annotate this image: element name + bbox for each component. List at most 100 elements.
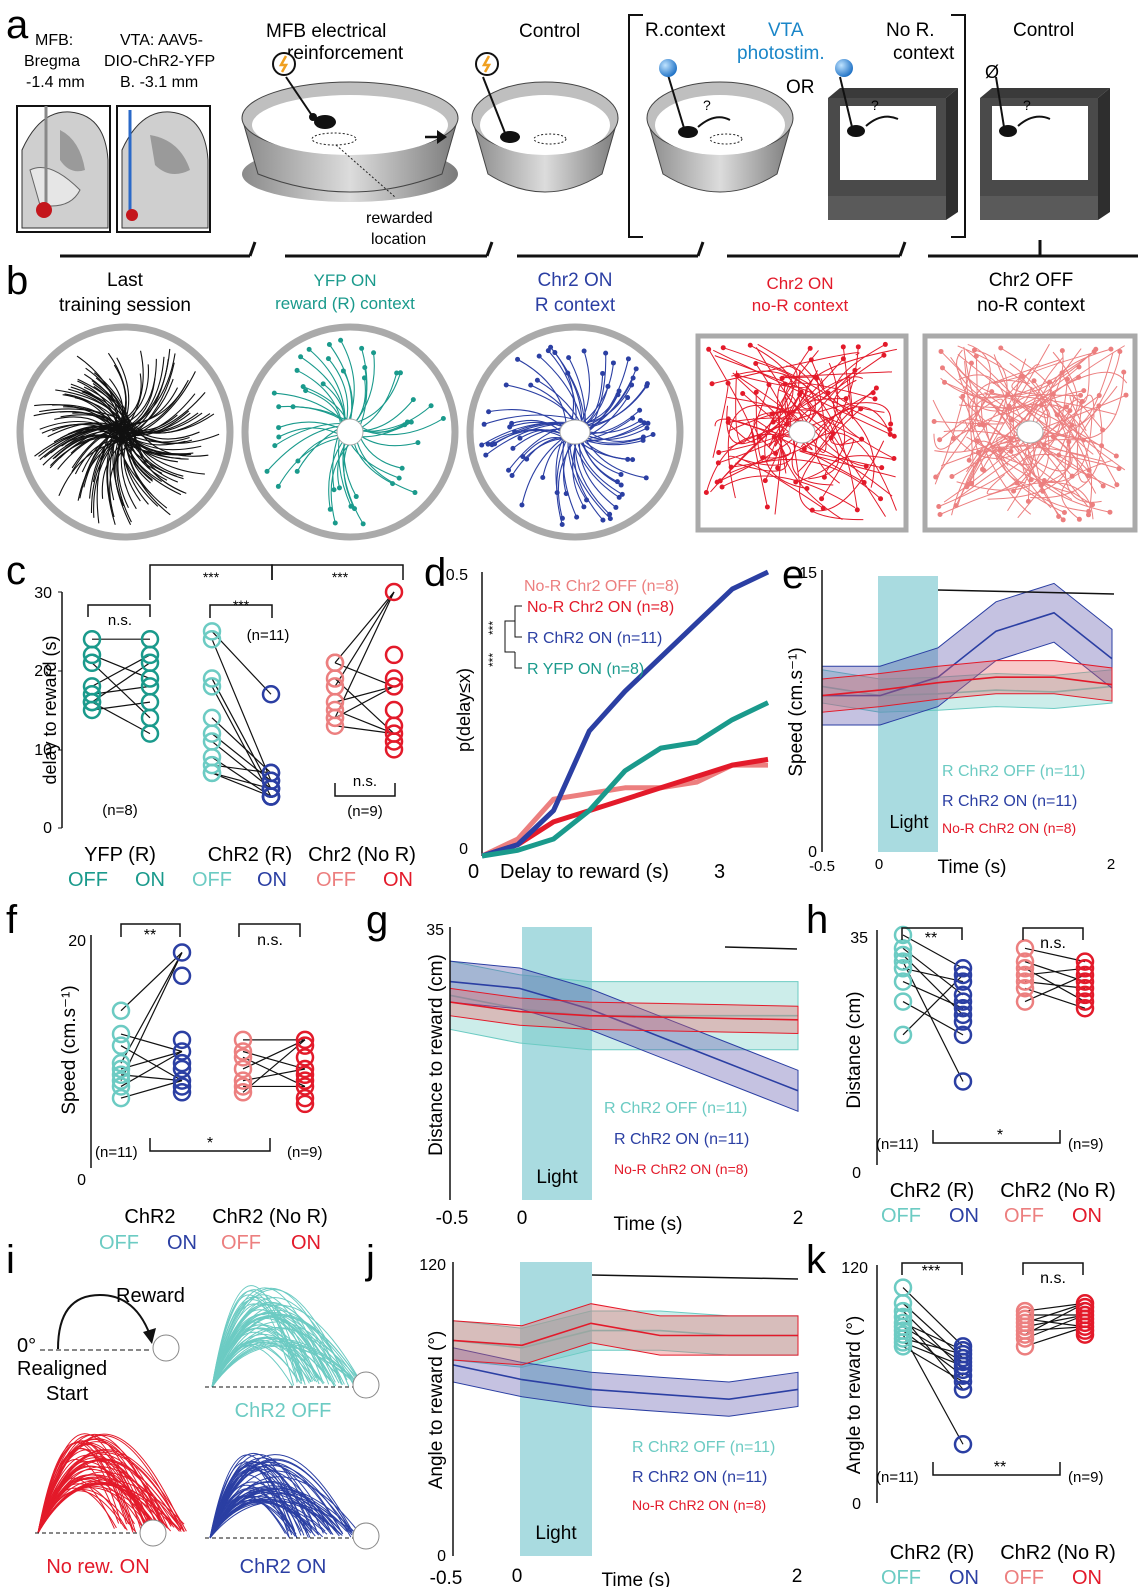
data-point — [172, 1071, 192, 1090]
trajectory — [721, 475, 856, 509]
question: ? — [703, 97, 711, 113]
legend-entry: R ChR2 OFF (n=11) — [942, 763, 1085, 780]
trajectory — [1030, 405, 1103, 499]
trajectory-end — [325, 356, 331, 362]
data-point — [202, 669, 222, 688]
panel-letter: b — [6, 259, 28, 303]
trajectory-end — [873, 385, 879, 391]
trajectory — [719, 376, 863, 482]
y-tick: 0 — [437, 1548, 446, 1565]
trajectory — [957, 353, 1049, 419]
scale-line — [937, 589, 1115, 595]
reward-arc — [57, 1293, 151, 1350]
trajectory — [127, 426, 220, 444]
trajectory-end — [613, 504, 619, 510]
trajectory-end — [605, 383, 611, 389]
trajectory-end — [855, 344, 861, 350]
trajectory-end — [545, 348, 551, 354]
data-point — [893, 952, 913, 971]
title-last: Last — [107, 270, 144, 291]
trajectory-end — [574, 514, 580, 520]
data-point — [893, 945, 913, 965]
data-point — [233, 1059, 253, 1079]
trajectory-end — [740, 390, 746, 396]
data-point — [1015, 992, 1035, 1011]
sig-label: * — [997, 1127, 1003, 1144]
trajectory — [96, 422, 116, 524]
traj-label: No rew. ON — [46, 1556, 149, 1578]
trajectory-end — [581, 504, 587, 510]
trajectory-end — [338, 337, 344, 343]
data-point — [172, 966, 192, 986]
panel-letter: k — [806, 1238, 827, 1282]
pair-line — [902, 981, 964, 1009]
trajectory — [120, 424, 137, 510]
pair-line — [902, 961, 964, 1082]
n-label: (n=9) — [287, 1144, 322, 1161]
trajectory-end — [276, 404, 282, 410]
trajectory — [58, 439, 131, 497]
trajectory — [821, 438, 854, 500]
trajectory-end — [1116, 466, 1122, 472]
trajectories-chr2-on — [209, 1452, 361, 1539]
trajectory-end — [396, 475, 402, 481]
data-point — [1015, 972, 1035, 991]
trajectory-end — [326, 342, 332, 348]
data-point — [953, 959, 973, 978]
data-point — [384, 645, 404, 665]
data-point — [893, 959, 913, 978]
title-chr2-on-nor: Chr2 ON — [766, 274, 833, 293]
trajectory-end — [715, 460, 721, 466]
series-line — [449, 980, 799, 1092]
data-point — [893, 1337, 913, 1356]
trajectory — [116, 433, 181, 459]
trajectory-end — [974, 438, 980, 444]
cond-label: ON — [949, 1567, 979, 1587]
group-label: ChR2 (No R) — [1000, 1180, 1116, 1202]
trajectory — [305, 390, 342, 427]
pair-line — [91, 654, 151, 680]
trajectory-end — [828, 435, 834, 441]
trajectory-end — [1066, 439, 1072, 445]
plot-f — [111, 943, 315, 1114]
pair-line — [1024, 967, 1086, 976]
trajectory — [982, 345, 1125, 470]
pair-line — [242, 1039, 306, 1070]
legend-entry: No-R ChR2 ON (n=8) — [942, 820, 1076, 836]
trajectory — [209, 1487, 358, 1539]
reward-circle — [352, 1522, 380, 1550]
plot-c — [82, 582, 404, 806]
sig-label: *** — [332, 569, 349, 585]
trajectory-end — [327, 506, 333, 512]
trajectory — [62, 394, 118, 442]
trajectory — [134, 424, 209, 457]
trajectory — [83, 439, 117, 488]
reward-zone — [559, 419, 591, 445]
light-label: Light — [536, 1167, 578, 1188]
legend-entry: No-R ChR2 ON (n=8) — [614, 1161, 748, 1177]
trajectory — [984, 372, 1125, 440]
trajectory — [962, 396, 1032, 515]
trajectory-end — [980, 466, 986, 472]
trajectory — [977, 440, 1075, 494]
trajectory-end — [566, 355, 572, 361]
pair-line — [91, 662, 151, 703]
trajectories-chr2-off — [211, 1285, 363, 1388]
data-point — [82, 692, 102, 712]
trajectory-end — [295, 458, 301, 464]
trajectory — [735, 370, 770, 444]
panel-letter: d — [424, 551, 446, 595]
trajectory-end — [507, 424, 513, 430]
pair-line — [120, 1080, 183, 1099]
trajectory — [211, 1333, 322, 1388]
trajectory-end — [515, 356, 521, 362]
trajectory-end — [428, 403, 434, 409]
traj-label: ChR2 ON — [240, 1556, 327, 1578]
trajectory-end — [1086, 512, 1092, 518]
title-no-r-context: no-R context — [977, 295, 1085, 316]
data-point — [893, 1307, 913, 1327]
trajectory — [93, 385, 118, 426]
trajectory-end — [520, 454, 526, 460]
trajectory — [1045, 439, 1104, 462]
data-point — [953, 1012, 973, 1031]
